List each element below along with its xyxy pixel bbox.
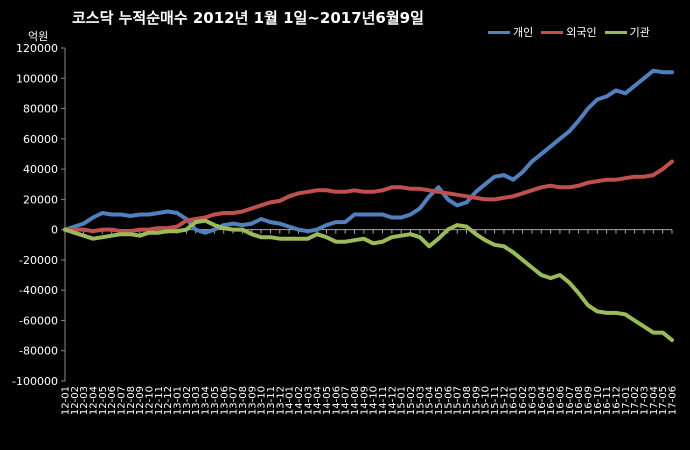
x-tick-label: 15-07 — [453, 386, 464, 415]
legend-item-institution: 기관 — [604, 24, 650, 40]
x-tick-label: 12-10 — [145, 386, 156, 415]
x-tick-label: 15-02 — [406, 386, 417, 415]
x-tick-label: 14-10 — [369, 386, 380, 415]
legend-swatch-foreign — [541, 30, 564, 34]
y-axis-unit-label: 억원 — [28, 30, 49, 43]
x-tick-label: 17-03 — [639, 386, 650, 415]
legend-label-foreign: 외국인 — [566, 26, 597, 39]
x-tick-label: 16-02 — [518, 386, 529, 415]
x-tick-label: 15-11 — [490, 386, 501, 415]
x-tick-label: 15-04 — [425, 386, 436, 415]
x-tick-label: 13-08 — [238, 386, 249, 415]
x-tick-label: 13-02 — [182, 386, 193, 415]
x-tick-label: 13-09 — [247, 386, 258, 415]
y-tick-label: -60000 — [19, 314, 58, 327]
x-tick-label: 16-08 — [574, 386, 585, 415]
y-tick-label: 40000 — [23, 163, 58, 176]
x-tick-label: 17-05 — [658, 386, 669, 415]
x-tick-label: 16-11 — [602, 386, 613, 415]
x-tick-label: 15-06 — [443, 386, 454, 415]
x-tick-label: 13-06 — [219, 386, 230, 415]
x-tick-label: 14-06 — [331, 386, 342, 415]
x-tick-label: 16-10 — [593, 386, 604, 415]
legend-swatch-institution — [604, 30, 627, 34]
x-tick-label: 12-06 — [107, 386, 118, 415]
legend-item-individual: 개인 — [488, 24, 533, 40]
x-tick-label: 14-05 — [322, 386, 333, 415]
y-tick-label: -80000 — [19, 345, 58, 358]
x-tick-label: 13-10 — [257, 386, 268, 415]
x-tick-label: 16-07 — [565, 386, 576, 415]
x-tick-label: 16-12 — [611, 386, 622, 415]
x-tick-label: 13-07 — [229, 386, 240, 415]
series-line-individual — [63, 68, 674, 235]
y-tick-label: -40000 — [19, 284, 58, 297]
x-tick-label: 12-03 — [79, 386, 90, 415]
x-tick-label: 16-05 — [546, 386, 557, 415]
x-tick-label: 14-08 — [350, 386, 361, 415]
x-tick-label: 15-08 — [462, 386, 473, 415]
x-tick-label: 13-11 — [266, 386, 277, 415]
x-tick-label: 14-03 — [303, 386, 314, 415]
y-tick-label: 0 — [51, 224, 58, 237]
x-tick-label: 16-01 — [509, 386, 520, 415]
x-tick-label: 12-08 — [126, 386, 137, 415]
x-tick-label: 15-12 — [499, 386, 510, 415]
x-tick-label: 15-10 — [481, 386, 492, 415]
y-tick-label: -100000 — [12, 375, 58, 388]
x-tick-label: 12-04 — [89, 386, 100, 415]
x-tick-label: 15-09 — [471, 386, 482, 415]
series-line-foreign — [63, 159, 674, 234]
legend-swatch-individual — [488, 30, 510, 34]
x-tick-label: 12-02 — [70, 386, 81, 415]
x-tick-label: 14-07 — [341, 386, 352, 415]
y-tick-label: 20000 — [23, 193, 58, 206]
y-tick-label: 120000 — [16, 42, 58, 55]
x-tick-label: 13-04 — [201, 386, 212, 415]
y-tick-label: 80000 — [23, 103, 58, 116]
legend: 개인 외국인 기관 — [488, 24, 650, 40]
x-tick-label: 13-03 — [191, 386, 202, 415]
x-tick-label: 13-05 — [210, 386, 221, 415]
x-tick-label: 17-04 — [649, 386, 660, 415]
x-tick-label: 12-01 — [61, 386, 72, 415]
x-tick-label: 13-12 — [275, 386, 286, 415]
x-tick-label: 16-04 — [537, 386, 548, 415]
x-tick-label: 15-01 — [397, 386, 408, 415]
x-tick-label: 12-07 — [117, 386, 128, 415]
legend-label-institution: 기관 — [629, 26, 650, 39]
y-tick-label: -20000 — [19, 254, 58, 267]
x-tick-label: 12-11 — [154, 386, 165, 415]
chart-title: 코스닥 누적순매수 2012년 1월 1일~2017년6월9일 — [72, 9, 424, 27]
x-tick-label: 17-01 — [621, 386, 632, 415]
x-tick-label: 14-12 — [387, 386, 398, 415]
x-tick-label: 16-03 — [527, 386, 538, 415]
x-tick-label: 16-06 — [555, 386, 566, 415]
x-tick-label: 12-12 — [163, 386, 174, 415]
x-tick-label: 15-03 — [415, 386, 426, 415]
x-tick-label: 14-02 — [294, 386, 305, 415]
x-tick-label: 14-04 — [313, 386, 324, 415]
x-tick-label: 15-05 — [434, 386, 445, 415]
legend-label-individual: 개인 — [513, 26, 534, 39]
x-tick-label: 17-02 — [630, 386, 641, 415]
x-tick-label: 12-09 — [135, 386, 146, 415]
x-tick-label: 16-09 — [583, 386, 594, 415]
x-tick-label: 17-06 — [668, 386, 679, 415]
series-line-institution — [63, 218, 674, 343]
x-tick-label: 12-05 — [98, 386, 109, 415]
y-tick-label: 100000 — [16, 72, 58, 85]
x-tick-label: 14-11 — [378, 386, 389, 415]
y-tick-label: 60000 — [23, 133, 58, 146]
x-tick-label: 14-01 — [285, 386, 296, 415]
legend-item-foreign: 외국인 — [541, 24, 597, 40]
x-tick-label: 13-01 — [173, 386, 184, 415]
x-tick-label: 14-09 — [359, 386, 370, 415]
